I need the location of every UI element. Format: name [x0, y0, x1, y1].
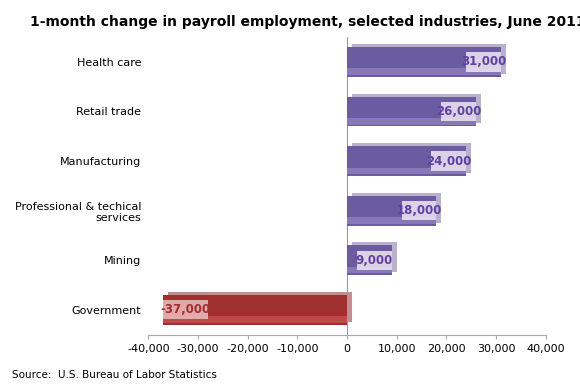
FancyBboxPatch shape — [168, 292, 352, 322]
FancyBboxPatch shape — [441, 102, 476, 121]
Text: -37,000: -37,000 — [161, 303, 211, 316]
FancyBboxPatch shape — [347, 146, 466, 176]
FancyBboxPatch shape — [352, 44, 506, 74]
FancyBboxPatch shape — [352, 143, 471, 173]
FancyBboxPatch shape — [347, 245, 392, 275]
Text: Source:  U.S. Bureau of Labor Statistics: Source: U.S. Bureau of Labor Statistics — [12, 370, 216, 380]
FancyBboxPatch shape — [164, 295, 347, 325]
FancyBboxPatch shape — [352, 193, 441, 223]
FancyBboxPatch shape — [347, 97, 476, 126]
Text: 9,000: 9,000 — [356, 254, 393, 267]
FancyBboxPatch shape — [347, 167, 466, 174]
FancyBboxPatch shape — [347, 217, 436, 224]
FancyBboxPatch shape — [402, 201, 436, 220]
Text: 24,000: 24,000 — [426, 155, 472, 167]
FancyBboxPatch shape — [357, 251, 392, 270]
FancyBboxPatch shape — [347, 47, 501, 77]
FancyBboxPatch shape — [347, 196, 436, 225]
FancyBboxPatch shape — [352, 94, 481, 123]
FancyBboxPatch shape — [432, 151, 466, 171]
FancyBboxPatch shape — [347, 267, 392, 273]
FancyBboxPatch shape — [164, 300, 208, 319]
Text: 26,000: 26,000 — [436, 105, 481, 118]
FancyBboxPatch shape — [164, 316, 347, 323]
Title: 1-month change in payroll employment, selected industries, June 2011–July 2011: 1-month change in payroll employment, se… — [30, 15, 580, 29]
FancyBboxPatch shape — [347, 68, 501, 75]
Text: 18,000: 18,000 — [396, 204, 442, 217]
Text: 31,000: 31,000 — [461, 55, 506, 68]
FancyBboxPatch shape — [466, 52, 501, 71]
FancyBboxPatch shape — [347, 118, 476, 124]
FancyBboxPatch shape — [352, 242, 397, 272]
